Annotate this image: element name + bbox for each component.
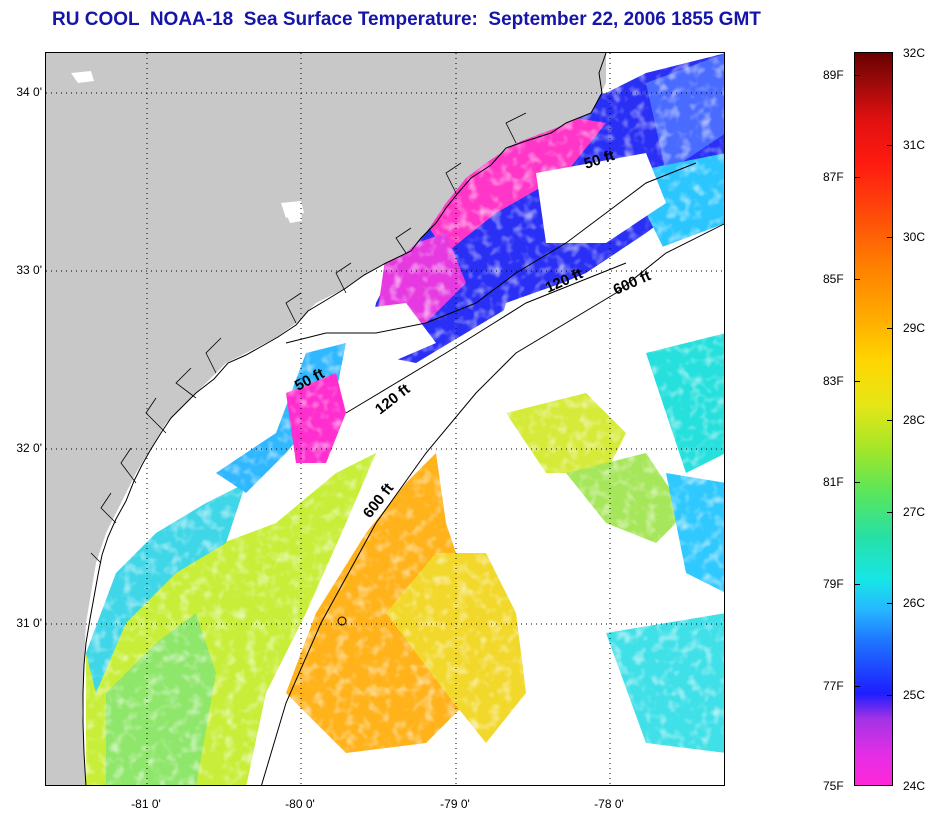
cb-label-30c: 30C <box>903 230 926 244</box>
cb-tick-25c <box>887 695 893 696</box>
cb-tick-27c <box>887 512 893 513</box>
sst-map[interactable]: 50 ft 120 ft 600 ft 50 ft 120 ft 600 ft <box>45 52 725 786</box>
lat-label-31: 31 0' <box>16 616 42 630</box>
cb-tick-30c <box>887 237 893 238</box>
bathymetry-contours <box>261 162 724 785</box>
lake-moultrie <box>286 211 302 223</box>
lon-label-78: -78 0' <box>594 797 624 811</box>
contour-50ft <box>285 162 697 344</box>
lon-label-80: -80 0' <box>285 797 315 811</box>
contour-600ft <box>261 223 724 785</box>
lat-label-32: 32 0' <box>16 441 42 455</box>
cb-label-75f: 75F <box>823 779 844 793</box>
cb-label-83f: 83F <box>823 374 844 388</box>
land-mass <box>46 53 606 785</box>
temperature-colorbar <box>854 52 893 786</box>
cb-tick-87f <box>854 177 860 178</box>
contour-120ft <box>345 262 627 414</box>
lon-label-81: -81 0' <box>131 797 161 811</box>
inland-lake <box>71 71 94 83</box>
lat-label-34: 34 0' <box>16 85 42 99</box>
cb-tick-89f <box>854 75 860 76</box>
coastal-inlets <box>90 112 527 564</box>
graticule <box>46 53 724 785</box>
lon-label-79: -79 0' <box>440 797 470 811</box>
cb-label-27c: 27C <box>903 505 926 519</box>
cb-label-31c: 31C <box>903 138 926 152</box>
cb-label-32c: 32C <box>903 46 926 60</box>
cb-label-26c: 26C <box>903 596 926 610</box>
cb-label-29c: 29C <box>903 321 926 335</box>
buoy-marker <box>337 616 347 626</box>
cb-tick-28c <box>887 420 893 421</box>
cb-tick-79f <box>854 584 860 585</box>
coastline <box>82 53 607 785</box>
cb-tick-29c <box>887 328 893 329</box>
cb-label-79f: 79F <box>823 577 844 591</box>
cb-label-25c: 25C <box>903 688 926 702</box>
cb-label-24c: 24C <box>903 779 926 793</box>
cb-label-87f: 87F <box>823 170 844 184</box>
cb-label-77f: 77F <box>823 679 844 693</box>
cb-tick-81f <box>854 482 860 483</box>
sst-map-canvas: 50 ft 120 ft 600 ft 50 ft 120 ft 600 ft <box>46 53 724 785</box>
cb-label-81f: 81F <box>823 475 844 489</box>
cb-tick-26c <box>887 603 893 604</box>
cb-tick-31c <box>887 145 893 146</box>
cb-tick-83f <box>854 381 860 382</box>
cb-tick-85f <box>854 279 860 280</box>
cb-label-89f: 89F <box>823 68 844 82</box>
chart-title: RU COOL NOAA-18 Sea Surface Temperature:… <box>52 9 761 30</box>
cb-tick-77f <box>854 686 860 687</box>
lat-label-33: 33 0' <box>16 263 42 277</box>
cb-label-28c: 28C <box>903 413 926 427</box>
cb-label-85f: 85F <box>823 272 844 286</box>
